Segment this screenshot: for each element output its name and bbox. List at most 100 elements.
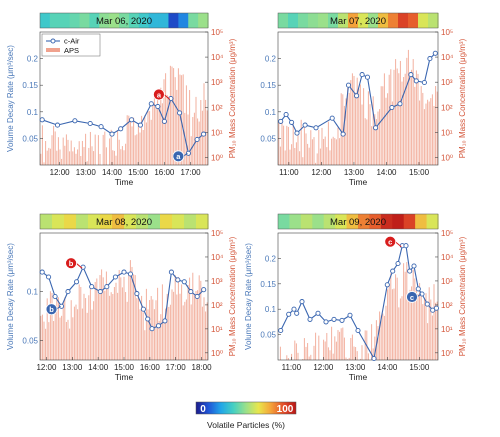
aps-bar [49,291,51,360]
aps-bar [291,353,293,360]
aps-bar [147,110,149,165]
volatile-strip-cell [288,13,299,28]
decay-point [403,243,409,249]
aps-bar [64,145,66,165]
x-axis-label: Time [349,372,368,382]
annotation-red-marker [65,257,77,270]
aps-bar [409,78,411,165]
volatile-strip-cell [40,214,53,229]
aps-bar [137,124,139,165]
decay-point [121,269,127,275]
aps-bar [112,294,114,360]
y-right-tick-label: 10⁴ [211,53,224,62]
volatile-strip-frame [277,213,439,230]
aps-bar [412,269,414,360]
chart-panel-3: Mar 08, 2020 12:00 13:00 14:00 15:00 16:00 17:… [6,213,237,382]
aps-bar [435,302,437,360]
aps-bar [94,281,96,360]
aps-bar [57,137,59,165]
volatile-strip-cell [88,214,101,229]
aps-bar [128,274,130,360]
aps-bar [411,286,413,360]
aps-bar [125,292,127,360]
x-tick-label: 15:00 [409,363,430,372]
y-right-tick-label: 10⁰ [211,153,223,162]
aps-bar [372,96,374,165]
aps-bar [374,114,376,165]
volatile-strip-cell [119,13,130,28]
aps-bar [297,133,299,165]
x-tick-label: 14:00 [377,363,398,372]
volatile-strip-cell [124,214,137,229]
volatile-strip-cell [100,214,113,229]
decay-line [41,265,205,330]
volatile-strip-cell [76,214,89,229]
aps-bar [390,69,392,165]
colorbar-min-label: 0 [200,404,206,415]
aps-bar [401,296,403,360]
aps-bar [291,144,293,165]
y-right-tick-label: 10³ [441,78,453,87]
x-axis-label: Time [115,372,134,382]
aps-bar [385,305,387,360]
aps-bar [123,150,125,165]
aps-bar [81,308,83,360]
aps-bar [348,92,350,165]
y-right-axis-label: PM₁₀ Mass Concentration (μg/m³) [458,236,467,356]
y-right-axis-label: PM₁₀ Mass Concentration (μg/m³) [458,38,467,158]
decay-point [302,122,308,128]
y-left-tick-label: 0.15 [260,81,276,90]
aps-bar [305,346,307,360]
aps-bar [337,127,339,165]
y-right-tick-label: 10³ [211,277,223,286]
aps-bar [313,345,315,360]
aps-bar [342,327,344,360]
aps-bar [323,339,325,360]
x-tick-label: 16:00 [140,363,161,372]
aps-bar [187,285,189,360]
decay-point [129,117,135,123]
decay-point [118,126,124,132]
y-right-tick-label: 10⁵ [211,229,223,238]
aps-bar [107,284,109,360]
aps-bar [387,93,389,165]
decay-point [194,136,200,143]
aps-bar [433,106,435,165]
chart-panel-1: Mar 06, 2020 12:00 13:00 14:00 15:00 16:00 17:… [6,12,237,187]
volatile-strip-cell [136,214,149,229]
volatile-strip-cell [415,214,428,229]
aps-bar [206,302,208,360]
aps-bar [59,317,61,360]
volatile-strip-frame [39,213,209,230]
aps-bar [153,309,155,360]
aps-bar [40,153,42,165]
aps-bar [307,143,309,165]
volatile-strip-cell [418,13,429,28]
volatile-strip-cell [348,13,359,28]
x-tick-label: 13:00 [62,363,83,372]
aps-bar [40,315,42,360]
y-right-tick-label: 10⁴ [441,53,454,62]
volatile-strip-cell [358,13,369,28]
aps-bar [97,135,99,165]
aps-bar [189,277,191,360]
aps-bar [160,87,162,165]
aps-bar [375,119,377,165]
aps-bar [302,157,304,165]
aps-bar [77,149,79,165]
aps-bar [182,74,184,165]
y-left-tick-label: 0.1 [27,288,39,297]
volatile-strip-cell [112,214,125,229]
aps-bar [80,286,82,360]
aps-bar [329,350,331,360]
panel-title: Mar 06, 2020 [96,16,152,27]
y-right-tick-label: 10⁵ [441,28,453,37]
aps-bar [316,153,318,165]
aps-bar [327,347,329,360]
aps-bar [377,111,379,165]
decay-point [331,316,337,322]
aps-bar [102,277,104,360]
aps-bar [375,320,377,360]
aps-bar [177,276,179,360]
aps-bar [311,139,313,165]
